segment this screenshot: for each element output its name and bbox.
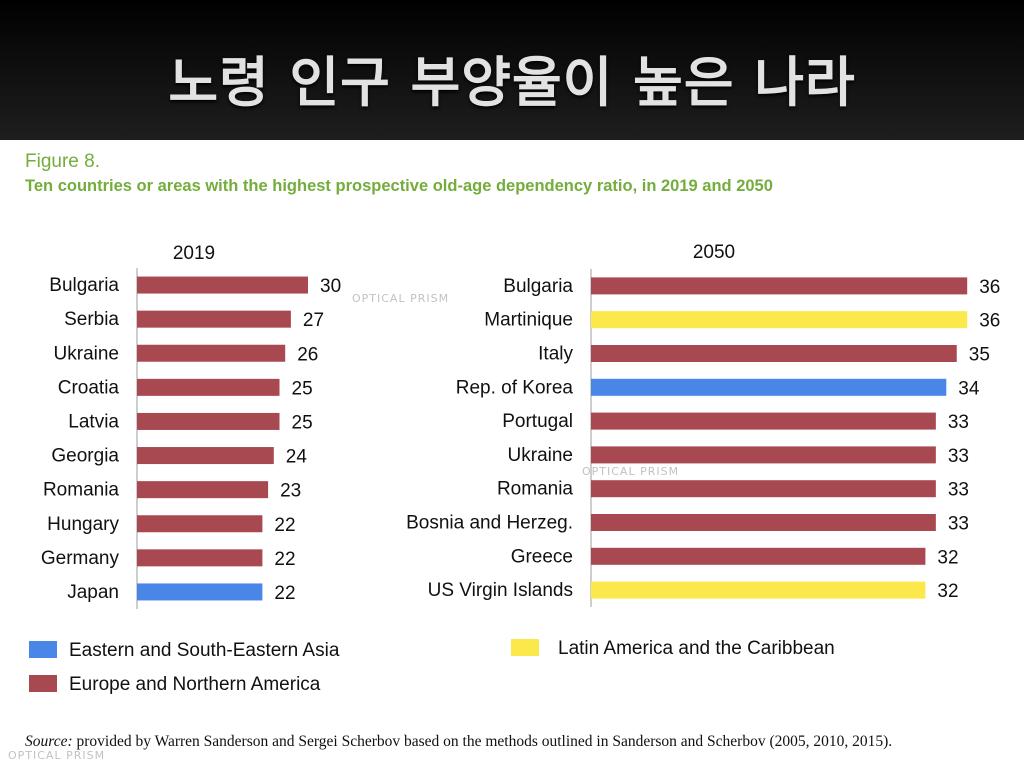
bar-2019 [137,276,308,294]
legend-label-latam: Latin America and the Caribbean [558,638,835,659]
legend-swatch-asia [29,641,57,658]
value-label-2019: 27 [303,310,324,331]
category-label-2050: Romania [497,479,573,500]
category-label-2050: Rep. of Korea [456,377,574,398]
legend-label-europe: Europe and Northern America [69,674,321,695]
category-label-2019: Japan [67,582,119,603]
category-label-2019: Bulgaria [49,275,119,296]
slide-header: 노령 인구 부양율이 높은 나라 [0,0,1024,140]
category-label-2050: Portugal [502,411,573,432]
category-label-2050: Greece [511,546,573,567]
category-label-2019: Germany [41,548,120,569]
category-label-2019: Romania [43,480,119,501]
source-note: Source: provided by Warren Sanderson and… [25,733,892,751]
legend-swatch-latam [511,639,539,656]
value-label-2050: 33 [948,514,969,535]
category-label-2019: Serbia [64,309,119,330]
watermark: OPTICAL PRISM [352,292,450,305]
bar-2050 [591,345,957,362]
value-label-2019: 23 [280,481,301,502]
bar-2050 [591,446,936,464]
category-label-2050: Bosnia and Herzeg. [406,513,573,534]
value-label-2019: 26 [297,344,318,365]
value-label-2050: 34 [958,378,980,399]
bar-2050 [591,514,936,531]
category-label-2019: Georgia [51,446,119,467]
bar-2050 [591,277,968,295]
category-label-2050: US Virgin Islands [428,580,573,601]
bar-2019 [137,515,263,533]
bar-2050 [591,378,947,396]
value-label-2050: 32 [937,547,958,568]
value-label-2050: 32 [937,581,958,602]
bar-2019 [137,549,263,567]
value-label-2019: 22 [274,515,295,536]
bar-2050 [591,311,968,329]
value-label-2019: 22 [274,583,295,604]
category-label-2050: Martinique [484,310,573,331]
bar-2050 [591,581,926,599]
legend-label-asia: Eastern and South-Eastern Asia [69,640,340,661]
value-label-2019: 22 [274,549,295,570]
watermark: OPTICAL PRISM [8,749,106,762]
value-label-2019: 30 [320,276,341,297]
value-label-2050: 33 [948,446,969,467]
value-label-2050: 36 [979,311,1000,332]
figure-title: Ten countries or areas with the highest … [25,177,773,195]
bar-2019 [137,447,274,465]
bar-2050 [591,480,936,498]
value-label-2050: 33 [948,480,969,501]
value-label-2050: 36 [979,277,1000,298]
bar-2019 [137,412,280,430]
bar-2019 [137,310,291,328]
value-label-2019: 24 [286,447,308,468]
value-label-2019: 25 [292,412,313,433]
bar-2050 [591,547,926,565]
figure-number: Figure 8. [25,151,100,172]
bar-2019 [137,378,280,396]
category-label-2019: Hungary [47,514,119,535]
category-label-2050: Bulgaria [503,276,573,297]
source-label: Source: [25,733,73,750]
category-label-2050: Ukraine [508,445,573,466]
source-text: provided by Warren Sanderson and Sergei … [72,733,893,750]
bar-2019 [137,583,263,601]
category-label-2019: Ukraine [54,343,119,364]
chart-title-2050: 2050 [693,242,735,263]
bar-2050 [591,412,936,430]
bar-2019 [137,481,269,499]
value-label-2019: 25 [292,378,313,399]
slide-title: 노령 인구 부양율이 높은 나라 [168,51,856,114]
value-label-2050: 35 [969,345,990,366]
category-label-2019: Croatia [58,377,120,398]
legend-swatch-europe [29,675,57,692]
category-label-2050: Italy [538,344,573,365]
chart-title-2019: 2019 [173,243,215,264]
value-label-2050: 33 [948,412,969,433]
category-label-2019: Latvia [68,411,119,432]
watermark: OPTICAL PRISM [582,465,680,478]
bar-2019 [137,344,286,362]
